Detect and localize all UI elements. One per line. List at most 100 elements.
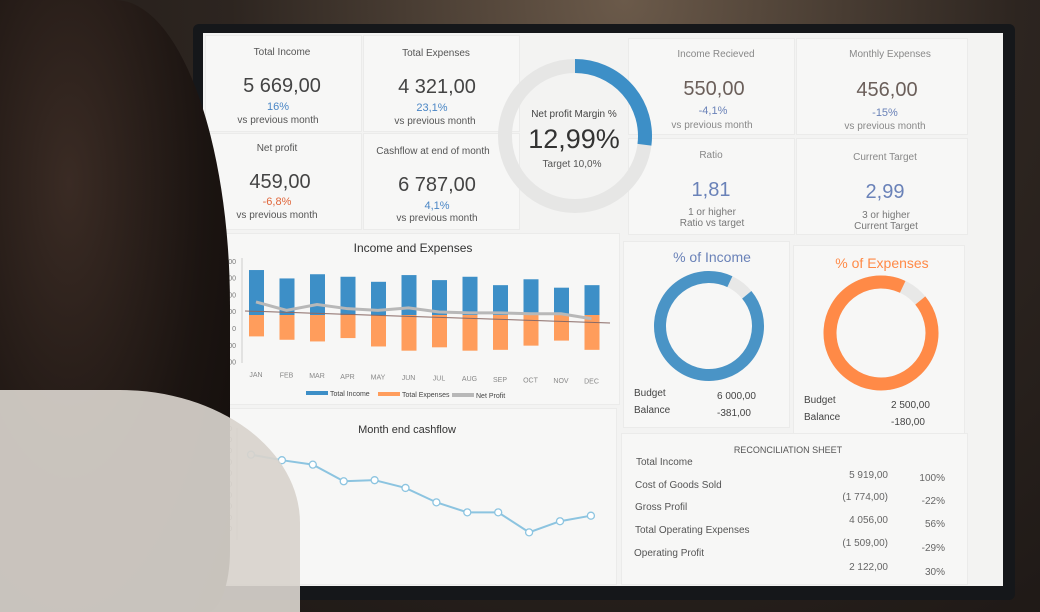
recon-label: Operating Profit: [634, 548, 705, 559]
income-bar: [401, 275, 417, 328]
recon-value: 5 919,00: [849, 470, 888, 481]
x-tick-label: AUG: [462, 376, 477, 383]
kpi-value: 5 669,00: [243, 75, 321, 97]
kpi-note: vs previous month: [844, 121, 926, 132]
expense-bar: [249, 315, 264, 337]
kpi-change: 4,1%: [424, 200, 450, 212]
net-profit-line: [255, 300, 592, 321]
kpi-change: 1 or higher: [688, 207, 736, 218]
recon-label: Total Operating Expenses: [635, 525, 750, 536]
kpi-note: vs previous month: [396, 213, 478, 224]
expense-bar: [310, 315, 325, 342]
cashflow-point: [339, 477, 348, 486]
legend-swatch: [378, 392, 400, 396]
recon-value: (1 509,00): [842, 538, 888, 549]
x-tick-label: SEP: [493, 377, 507, 384]
kpi-title: Total Income: [253, 47, 311, 58]
x-tick-label: APR: [340, 374, 354, 381]
legend-label: Total Expenses: [402, 392, 450, 399]
y-tick-label: 0: [232, 326, 236, 333]
budget-label: Budget: [804, 395, 836, 406]
x-tick-label: MAY: [371, 374, 386, 381]
x-tick-label: FEB: [280, 373, 294, 380]
balance-label: Balance: [804, 412, 841, 423]
kpi-title: Net profit: [256, 143, 298, 154]
gauge-title: Net profit Margin %: [531, 109, 617, 120]
expense-bar: [493, 315, 508, 350]
recon-pct: 30%: [924, 567, 945, 578]
cashflow-point: [586, 511, 596, 520]
recon-pct: 56%: [924, 519, 945, 530]
recon-pct: 100%: [919, 473, 945, 484]
kpi-value: 459,00: [249, 171, 311, 193]
cashflow-line: [250, 453, 592, 534]
expense-bar: [462, 315, 478, 351]
expense-bar: [584, 315, 600, 350]
kpi-change: -4,1%: [698, 105, 728, 117]
recon-label: Total Income: [636, 457, 693, 468]
cashflow-point: [524, 528, 534, 537]
kpi-note: vs previous month: [237, 115, 319, 126]
kpi-note: vs previous month: [671, 120, 753, 131]
cashflow-point: [432, 498, 441, 507]
kpi-panel: [205, 35, 362, 132]
x-tick-label: JUL: [433, 376, 446, 383]
balance-label: Balance: [634, 405, 671, 416]
kpi-panel: [796, 138, 968, 235]
expense-bar: [371, 315, 386, 347]
cashflow-point: [401, 483, 410, 493]
reconciliation-panel: [621, 433, 968, 585]
income-donut-fill: [654, 271, 764, 381]
kpi-change: 23,1%: [416, 102, 448, 114]
gauge-target: Target 10,0%: [542, 159, 602, 170]
expense-bar: [340, 315, 356, 339]
kpi-change: -15%: [872, 107, 898, 119]
kpi-panel: [628, 138, 795, 235]
kpi-title: Ratio: [699, 150, 723, 161]
kpi-panel: [363, 133, 520, 230]
kpi-note: Ratio vs target: [679, 218, 745, 229]
recon-label: Cost of Goods Sold: [635, 480, 722, 491]
x-tick-label: DEC: [584, 379, 599, 386]
expense-donut-title: % of Expenses: [835, 255, 929, 271]
kpi-change: 16%: [266, 101, 290, 113]
legend-swatch: [306, 391, 328, 395]
kpi-note: Current Target: [854, 221, 918, 232]
kpi-panel: [628, 38, 795, 135]
recon-value: 4 056,00: [849, 515, 888, 526]
kpi-change: -6,8%: [262, 196, 292, 208]
expense-bar: [279, 315, 295, 340]
recon-pct: -22%: [921, 496, 945, 507]
cashflow-title: Month end cashflow: [358, 424, 456, 436]
recon-label: Gross Profil: [635, 502, 688, 513]
kpi-title: Income Recieved: [677, 49, 755, 60]
cashflow-point: [308, 460, 317, 469]
x-tick-label: JUN: [402, 375, 416, 382]
expense-bar: [432, 315, 447, 348]
gauge-fill: [574, 59, 652, 146]
legend-label: Total Income: [330, 391, 370, 398]
kpi-title: Monthly Expenses: [849, 49, 931, 60]
budget-label: Budget: [634, 388, 666, 399]
budget-value: 6 000,00: [717, 391, 756, 402]
kpi-note: vs previous month: [394, 116, 476, 127]
kpi-value: 1,81: [691, 179, 731, 201]
recon-value: 2 122,00: [849, 562, 888, 573]
gauge-value: 12,99%: [528, 124, 620, 154]
trend-line: [244, 310, 611, 324]
cashflow-point: [555, 517, 565, 526]
cashflow-point: [463, 508, 472, 517]
expense-bar: [554, 315, 569, 341]
kpi-value: 2,99: [865, 181, 905, 203]
income-expenses-title: Income and Expenses: [353, 241, 473, 255]
legend-label: Net Profit: [476, 393, 505, 400]
balance-value: -180,00: [891, 417, 925, 428]
kpi-title: Current Target: [853, 152, 917, 163]
x-tick-label: OCT: [523, 377, 539, 384]
expense-donut-fill: [823, 275, 939, 391]
balance-value: -381,00: [717, 408, 751, 419]
recon-value: (1 774,00): [842, 492, 888, 503]
cashflow-point: [494, 508, 503, 517]
kpi-value: 6 787,00: [398, 174, 476, 196]
expense-bar: [401, 315, 417, 351]
